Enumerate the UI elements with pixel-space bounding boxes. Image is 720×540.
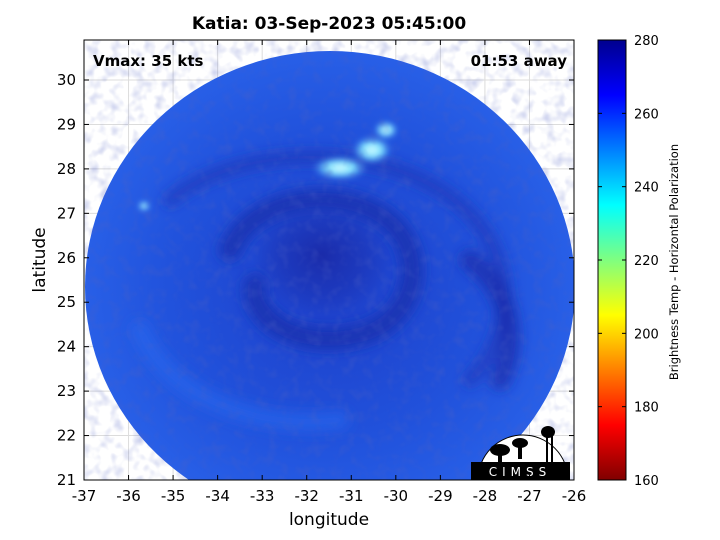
x-tick-label: -26	[562, 487, 587, 505]
colorbar	[597, 39, 627, 481]
vmax-annotation: Vmax: 35 kts	[93, 52, 204, 70]
time-offset-annotation: 01:53 away	[470, 52, 567, 70]
y-tick-label: 22	[57, 427, 76, 445]
x-tick-label: -33	[250, 487, 275, 505]
x-tick-label: -35	[161, 487, 186, 505]
x-tick-label: -28	[473, 487, 498, 505]
y-tick-label: 25	[57, 293, 76, 311]
colorbar-tick-label: 260	[634, 107, 659, 122]
x-axis: -37 -36 -35 -34 -33 -32 -31 -30 -29 -28 -27 -26	[72, 40, 587, 505]
colorbar-tick-label: 240	[634, 181, 659, 196]
colorbar-label: Brightness Temp - Horizontal Polarizatio…	[667, 143, 681, 381]
y-tick-label: 29	[57, 115, 76, 133]
y-tick-label: 23	[57, 382, 76, 400]
y-tick-label: 27	[57, 204, 76, 222]
plot-title: Katia: 03-Sep-2023 05:45:00	[191, 14, 467, 34]
x-tick-label: -27	[517, 487, 542, 505]
x-tick-label: -29	[428, 487, 453, 505]
colorbar-ticks: 160 180 200 220 240 260 280	[598, 34, 659, 489]
x-tick-label: -36	[116, 487, 141, 505]
x-axis-label: longitude	[288, 510, 370, 530]
axes-frame	[83, 39, 575, 481]
texture-overlay	[85, 51, 574, 480]
y-tick-label: 30	[57, 71, 76, 89]
colorbar-tick-label: 280	[634, 34, 659, 49]
y-tick-label: 21	[57, 471, 76, 489]
colorbar-tick-label: 160	[634, 474, 659, 489]
colorbar-tick-label: 200	[634, 327, 659, 342]
cimss-logo: CIMSS	[471, 426, 570, 481]
x-tick-label: -30	[384, 487, 409, 505]
logo-text: CIMSS	[489, 465, 552, 479]
x-tick-label: -37	[72, 487, 97, 505]
x-tick-label: -31	[339, 487, 364, 505]
x-tick-label: -32	[294, 487, 319, 505]
y-tick-label: 28	[57, 160, 76, 178]
satellite-swath	[85, 51, 574, 480]
y-axis-label: latitude	[30, 227, 50, 293]
colorbar-tick-label: 180	[634, 401, 659, 416]
y-tick-label: 24	[57, 338, 76, 356]
x-tick-label: -34	[205, 487, 230, 505]
y-axis: 21 22 23 24 25 26 27 28 29 30	[57, 71, 574, 489]
y-tick-label: 26	[57, 249, 76, 267]
colorbar-tick-label: 220	[634, 254, 659, 269]
